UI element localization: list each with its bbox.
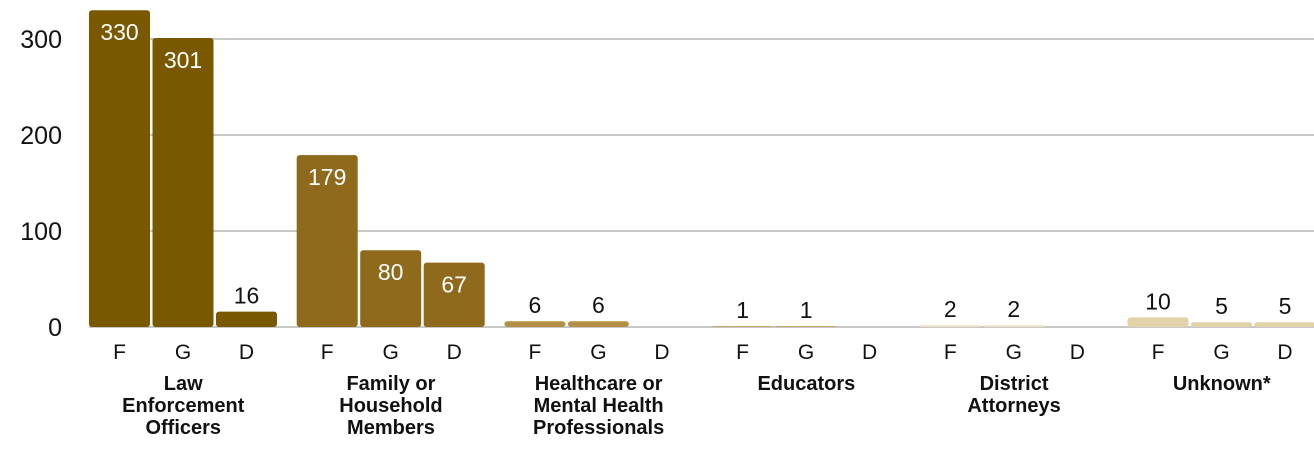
bar: [1127, 317, 1189, 327]
bar: [89, 10, 150, 327]
subcategory-label: G: [798, 341, 814, 364]
y-tick-label: 200: [20, 122, 62, 150]
y-tick-label: 100: [20, 218, 62, 246]
subcategory-label: D: [239, 341, 254, 364]
value-label: 1: [800, 297, 813, 323]
subcategory-label: D: [862, 341, 877, 364]
value-label: 80: [378, 259, 404, 285]
subcategory-label: G: [590, 341, 606, 364]
bar: [919, 325, 981, 327]
bar: [775, 326, 837, 327]
subcategory-label: D: [1277, 341, 1292, 364]
bar: [360, 250, 422, 327]
bar: [216, 311, 277, 327]
y-tick-label: 300: [20, 26, 62, 54]
value-label: 10: [1145, 288, 1171, 314]
bar: [1191, 322, 1252, 327]
value-label: 2: [1007, 296, 1020, 322]
value-label: 1: [736, 297, 749, 323]
group-label: District Attorneys: [967, 373, 1061, 417]
value-label: 301: [164, 47, 202, 73]
bar: [504, 321, 566, 327]
value-label: 330: [100, 19, 138, 45]
subcategory-label: F: [736, 341, 749, 364]
subcategory-label: D: [447, 341, 462, 364]
y-tick-label: 0: [48, 314, 62, 342]
value-label: 6: [592, 292, 605, 318]
group-label: Healthcare or Mental Health Professional…: [533, 373, 665, 439]
value-label: 179: [308, 164, 346, 190]
subcategory-label: G: [175, 341, 191, 364]
subcategory-label: F: [944, 341, 957, 364]
bar: [983, 325, 1045, 327]
bar: [296, 155, 358, 327]
value-label: 2: [944, 296, 957, 322]
subcategory-label: G: [1006, 341, 1022, 364]
group-label: Educators: [757, 373, 856, 395]
bar: [423, 262, 485, 327]
subcategory-label: D: [1070, 341, 1085, 364]
value-label: 16: [234, 283, 260, 309]
subcategory-label: G: [383, 341, 399, 364]
bar: [712, 326, 774, 327]
subcategory-label: F: [113, 341, 126, 364]
subcategory-label: G: [1213, 341, 1229, 364]
value-label: 5: [1215, 293, 1228, 319]
bar: [567, 321, 629, 327]
subcategory-label: F: [528, 341, 541, 364]
group-label: Family or Household Members: [339, 373, 443, 439]
value-label: 6: [529, 292, 542, 318]
subcategory-label: F: [1152, 341, 1165, 364]
bar: [1254, 322, 1314, 327]
subcategory-label: D: [654, 341, 669, 364]
value-label: 5: [1279, 293, 1292, 319]
value-label: 67: [441, 272, 467, 298]
group-label: Law Enforcement Officers: [122, 373, 245, 439]
subcategory-label: F: [321, 341, 334, 364]
bar: [152, 38, 214, 327]
group-label: Unknown*: [1172, 373, 1271, 395]
